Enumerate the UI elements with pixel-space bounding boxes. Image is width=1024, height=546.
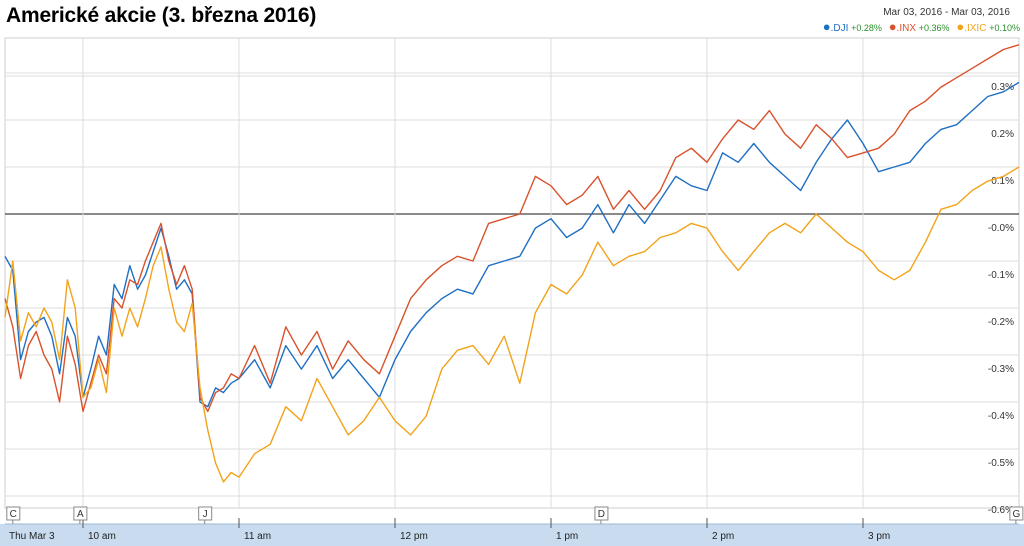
x-tick-label: 2 pm: [712, 531, 734, 542]
legend-change-inx: +0.36%: [918, 23, 950, 33]
x-tick-label: 12 pm: [400, 531, 428, 542]
x-tick-label: 3 pm: [868, 531, 890, 542]
news-flag-c: [6, 506, 21, 521]
legend-dot-inx-icon: ●: [888, 19, 897, 34]
date-range-end[interactable]: Mar 03, 2016: [951, 7, 1010, 18]
series-line-ixic: [4, 166, 1020, 483]
y-tick-label: -0.1%: [988, 270, 1014, 281]
news-flag-d: [594, 506, 609, 521]
legend-dot-dji-icon: ●: [822, 19, 831, 34]
x-tick-label: 10 am: [88, 531, 116, 542]
news-flag-label: G: [1012, 509, 1020, 520]
news-flag-label: A: [77, 509, 84, 520]
plot-frame: [4, 37, 1020, 509]
legend-label-inx: .INX: [896, 23, 916, 34]
news-flag-g: [1009, 506, 1024, 521]
y-tick-label: -0.3%: [988, 364, 1014, 375]
y-tick-label: -0.0%: [988, 223, 1014, 234]
series-line-inx: [4, 44, 1020, 413]
date-range: Mar 03, 2016 - Mar 03, 2016: [883, 7, 1010, 18]
legend-dot-ixic-icon: ●: [956, 19, 965, 34]
legend-label-ixic: .IXIC: [964, 23, 987, 34]
y-tick-label: 0.3%: [991, 82, 1014, 93]
series-line-dji: [4, 81, 1020, 408]
news-flag-a: [73, 506, 88, 521]
legend-change-ixic: +0.10%: [989, 23, 1020, 33]
legend-item-inx[interactable]: ●.INX +0.36%: [889, 20, 950, 34]
news-flag-label: C: [10, 509, 17, 520]
x-axis-band: [0, 524, 1024, 546]
x-tick-label: 1 pm: [556, 531, 578, 542]
legend-item-ixic[interactable]: ●.IXIC +0.10%: [956, 20, 1020, 34]
y-tick-label: -0.5%: [988, 458, 1014, 469]
y-tick-label: -0.6%: [988, 505, 1014, 516]
date-range-start[interactable]: Mar 03, 2016: [883, 7, 943, 18]
news-flag-j: [198, 506, 213, 521]
x-tick-label: 11 am: [244, 531, 271, 542]
chart-legend: ●.DJI +0.28% ●.INX +0.36% ●.IXIC +0.10%: [819, 20, 1020, 34]
legend-change-dji: +0.28%: [851, 23, 882, 33]
y-tick-label: 0.1%: [991, 176, 1014, 187]
y-tick-label: -0.4%: [988, 411, 1014, 422]
legend-item-dji[interactable]: ●.DJI +0.28%: [823, 20, 882, 34]
x-tick-label: Thu Mar 3: [9, 531, 55, 542]
chart-title: Americké akcie (3. března 2016): [6, 4, 317, 27]
news-flag-label: D: [598, 509, 605, 520]
date-range-separator: -: [944, 7, 949, 18]
y-tick-label: -0.2%: [988, 317, 1014, 328]
y-tick-label: 0.2%: [991, 129, 1014, 140]
legend-label-dji: .DJI: [830, 23, 849, 34]
news-flag-label: J: [203, 509, 208, 520]
